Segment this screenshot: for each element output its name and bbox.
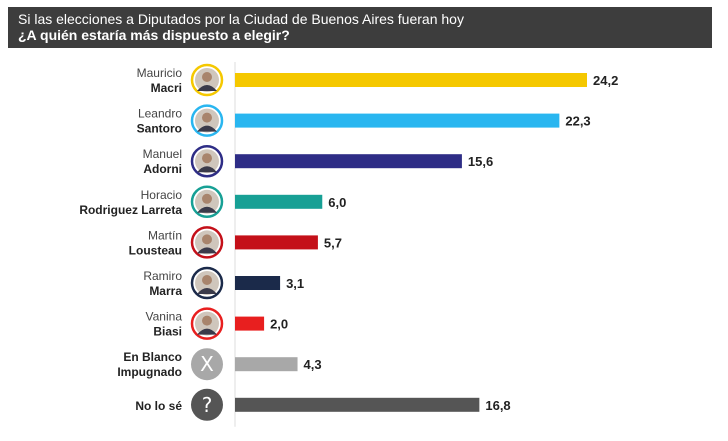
avatar-body-rodriguez-larreta: [197, 206, 217, 213]
avatar-head-santoro: [202, 112, 212, 123]
label-first-rodriguez-larreta: Horacio: [141, 188, 183, 202]
bar-biasi: [235, 316, 265, 331]
value-label-impugnado: 4,3: [304, 357, 322, 372]
label-last-marra: Marra: [149, 284, 182, 298]
label-last-macri: Macri: [151, 81, 182, 95]
value-label-santoro: 22,3: [565, 114, 590, 129]
chart-header: Si las elecciones a Diputados por la Ciu…: [8, 7, 712, 48]
avatar-body-santoro: [197, 125, 217, 132]
avatar-body-biasi: [197, 328, 217, 335]
label-last-rodriguez-larreta: Rodriguez Larreta: [79, 203, 182, 217]
value-label-marra: 3,1: [286, 276, 304, 291]
question-icon-glyph: ?: [202, 393, 213, 417]
avatar-body-marra: [197, 288, 217, 294]
avatar-head-macri: [202, 72, 212, 82]
label-last-lousteau: Lousteau: [129, 243, 182, 257]
label-last-santoro: Santoro: [137, 122, 182, 136]
label-no-lo-s-: No lo sé: [135, 399, 182, 413]
chart-title: ¿A quién estaría más dispuesto a elegir?: [18, 27, 290, 43]
avatar-head-rodriguez-larreta: [202, 193, 212, 204]
x-icon-glyph: X: [200, 352, 214, 376]
value-label-biasi: 2,0: [270, 317, 288, 332]
label-first-macri: Mauricio: [137, 66, 183, 80]
avatar-head-biasi: [202, 315, 212, 326]
label-last-adorni: Adorni: [143, 162, 182, 176]
avatar-head-lousteau: [202, 234, 212, 245]
avatar-body-adorni: [197, 166, 217, 173]
bar-marra: [235, 276, 281, 290]
avatar-body-lousteau: [197, 247, 217, 254]
bar-adorni: [235, 154, 462, 169]
x-icon: [191, 348, 223, 381]
avatar-head-adorni: [202, 153, 212, 164]
bar-rodriguez-larreta: [235, 194, 323, 209]
avatar-body-macri: [197, 85, 217, 91]
label-first-impugnado: En Blanco: [123, 350, 182, 364]
label-last-biasi: Biasi: [153, 325, 182, 339]
value-label-adorni: 15,6: [468, 154, 493, 169]
bar-macri: [235, 73, 587, 87]
value-label-macri: 24,2: [593, 73, 618, 88]
avatar-head-marra: [202, 275, 212, 285]
bar-impugnado: [235, 357, 298, 372]
bar-santoro: [235, 113, 560, 128]
label-first-lousteau: Martín: [148, 228, 182, 242]
label-first-biasi: Vanina: [146, 310, 183, 324]
label-first-santoro: Leandro: [138, 107, 182, 121]
label-last-impugnado: Impugnado: [117, 365, 182, 379]
label-first-adorni: Manuel: [143, 147, 182, 161]
bar-lousteau: [235, 235, 318, 250]
chart-subtitle: Si las elecciones a Diputados por la Ciu…: [18, 11, 464, 27]
question-icon: [191, 388, 223, 421]
value-label-lousteau: 5,7: [324, 235, 342, 250]
bar-no-lo-s-: [235, 397, 480, 412]
label-first-marra: Ramiro: [143, 269, 182, 283]
value-label-no-lo-s-: 16,8: [485, 398, 510, 413]
value-label-rodriguez-larreta: 6,0: [328, 195, 346, 210]
